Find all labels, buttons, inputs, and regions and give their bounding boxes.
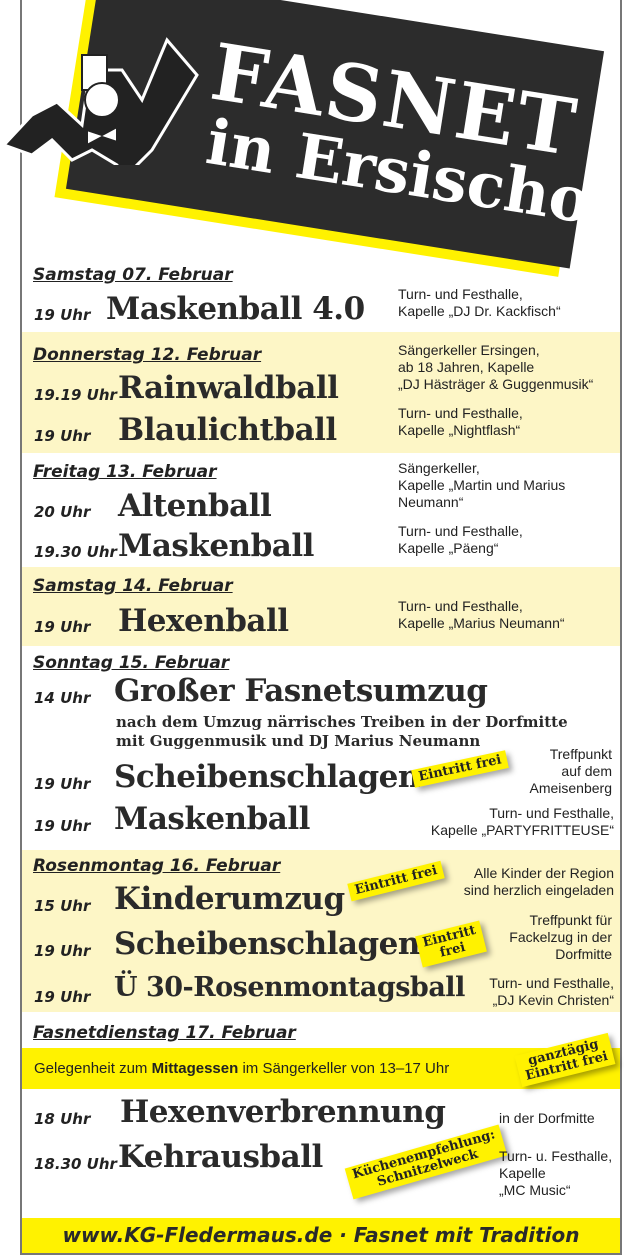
event-time: 19 Uhr [34,942,91,960]
day-heading: Sonntag 15. Februar [33,653,230,673]
event-time: 19.19 Uhr [34,386,117,404]
poster-frame [20,0,622,1255]
event-name: Hexenverbrennung [120,1094,446,1130]
event-time: 20 Uhr [34,503,91,521]
event-info: Sängerkeller Ersingen, ab 18 Jahren, Kap… [398,342,594,392]
day-heading: Freitag 13. Februar [33,462,217,482]
event-info: Treffpunkt auf dem Ameisenberg [529,746,613,796]
event-time: 19 Uhr [34,427,91,445]
event-name: Maskenball 4.0 [106,291,365,327]
event-info: Turn- und Festhalle, Kapelle „DJ Dr. Kac… [398,286,561,319]
event-name: Großer Fasnetsumzug [114,673,488,709]
event-name: Maskenball [118,528,314,564]
event-time: 18 Uhr [34,1110,91,1128]
event-info: Alle Kinder der Region sind herzlich ein… [463,865,614,898]
event-info: Turn- und Festhalle, Kapelle „PARTYFRITT… [430,805,614,838]
day-heading: Samstag 07. Februar [33,265,233,285]
band-samstag-14 [22,567,620,646]
bat-mascot-logo [2,37,199,165]
band-donnerstag [22,332,620,453]
event-name: Hexenball [118,603,289,639]
event-time: 19.30 Uhr [34,543,117,561]
day-heading: Samstag 14. Februar [33,576,233,596]
event-info: Turn- und Festhalle, Kapelle „Nightflash… [398,405,523,438]
event-name: Altenball [118,488,272,524]
event-name: Maskenball [114,801,310,837]
event-info: Turn- und Festhalle, „DJ Kevin Christen“ [489,975,614,1008]
lunch-highlight: Mittagessen [151,1060,239,1077]
event-name: Blaulichtball [118,412,337,448]
event-time: 18.30 Uhr [34,1155,117,1173]
event-time: 19 Uhr [34,618,91,636]
lunch-note: Gelegenheit zum Mittagessen im Sängerkel… [34,1060,449,1077]
event-time: 15 Uhr [34,897,91,915]
event-name: Ü 30-Rosenmontagsball [114,972,465,1003]
event-name: Scheibenschlagen [114,926,420,962]
event-name: Kinderumzug [114,881,345,917]
event-time: 19 Uhr [34,988,91,1006]
event-time: 19 Uhr [34,306,91,324]
event-info: in der Dorfmitte [499,1110,595,1126]
event-info: Turn- und Festhalle, Kapelle „Marius Neu… [398,598,565,631]
lunch-text: im Sängerkeller von 13–17 Uhr [238,1060,450,1077]
event-name: Rainwaldball [118,370,339,406]
band-rosenmontag [22,850,620,1012]
lunch-text: Gelegenheit zum [34,1060,152,1077]
footer-website[interactable]: www.KG-Fledermaus.de · Fasnet mit Tradit… [22,1218,620,1253]
event-time: 14 Uhr [34,689,91,707]
event-info: Sängerkeller, Kapelle „Martin und Marius… [398,460,566,510]
event-name: Scheibenschlagen [114,759,420,795]
day-heading: Donnerstag 12. Februar [33,345,262,365]
event-info: Turn- u. Festhalle, Kapelle „MC Music“ [499,1148,613,1198]
event-name: Kehrausball [118,1139,323,1175]
day-heading: Rosenmontag 16. Februar [33,856,281,876]
event-time: 19 Uhr [34,775,91,793]
event-info: Treffpunkt für Fackelzug in der Dorfmitt… [509,912,612,962]
event-info: Turn- und Festhalle, Kapelle „Päeng“ [398,523,523,556]
event-subtitle: nach dem Umzug närrisches Treiben in der… [116,713,568,750]
day-heading: Fasnetdienstag 17. Februar [33,1023,296,1043]
event-time: 19 Uhr [34,817,91,835]
